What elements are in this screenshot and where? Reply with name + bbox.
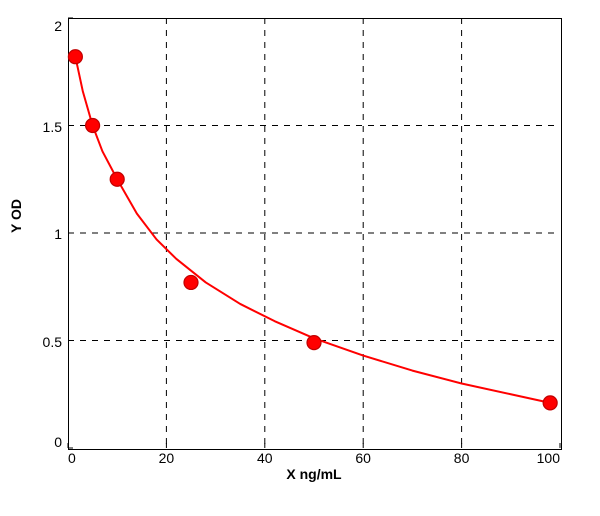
- x-tick-label: 20: [159, 450, 175, 466]
- x-axis-label: X ng/mL: [286, 466, 341, 482]
- y-tick-label: 1: [54, 226, 62, 242]
- y-axis-label: Y OD: [8, 199, 24, 233]
- x-tick-label: 100: [537, 450, 560, 466]
- x-tick-label: 60: [355, 450, 371, 466]
- x-tick-label: 80: [454, 450, 470, 466]
- data-point: [110, 172, 124, 186]
- y-tick-label: 1.5: [43, 119, 62, 135]
- data-point: [543, 396, 557, 410]
- data-point: [184, 275, 198, 289]
- y-tick-label: 2: [54, 18, 62, 34]
- y-tick-label: 0.5: [43, 334, 62, 350]
- fit-curve: [75, 57, 550, 403]
- chart-svg: [0, 0, 600, 516]
- x-tick-label: 0: [68, 450, 76, 466]
- y-tick-label: 0: [54, 434, 62, 450]
- x-tick-label: 40: [257, 450, 273, 466]
- data-point: [68, 50, 82, 64]
- chart-container: X ng/mL Y OD 0 20 40 60 80 100 0 0.5 1 1.5 2: [0, 0, 600, 516]
- data-point: [307, 336, 321, 350]
- data-point: [86, 119, 100, 133]
